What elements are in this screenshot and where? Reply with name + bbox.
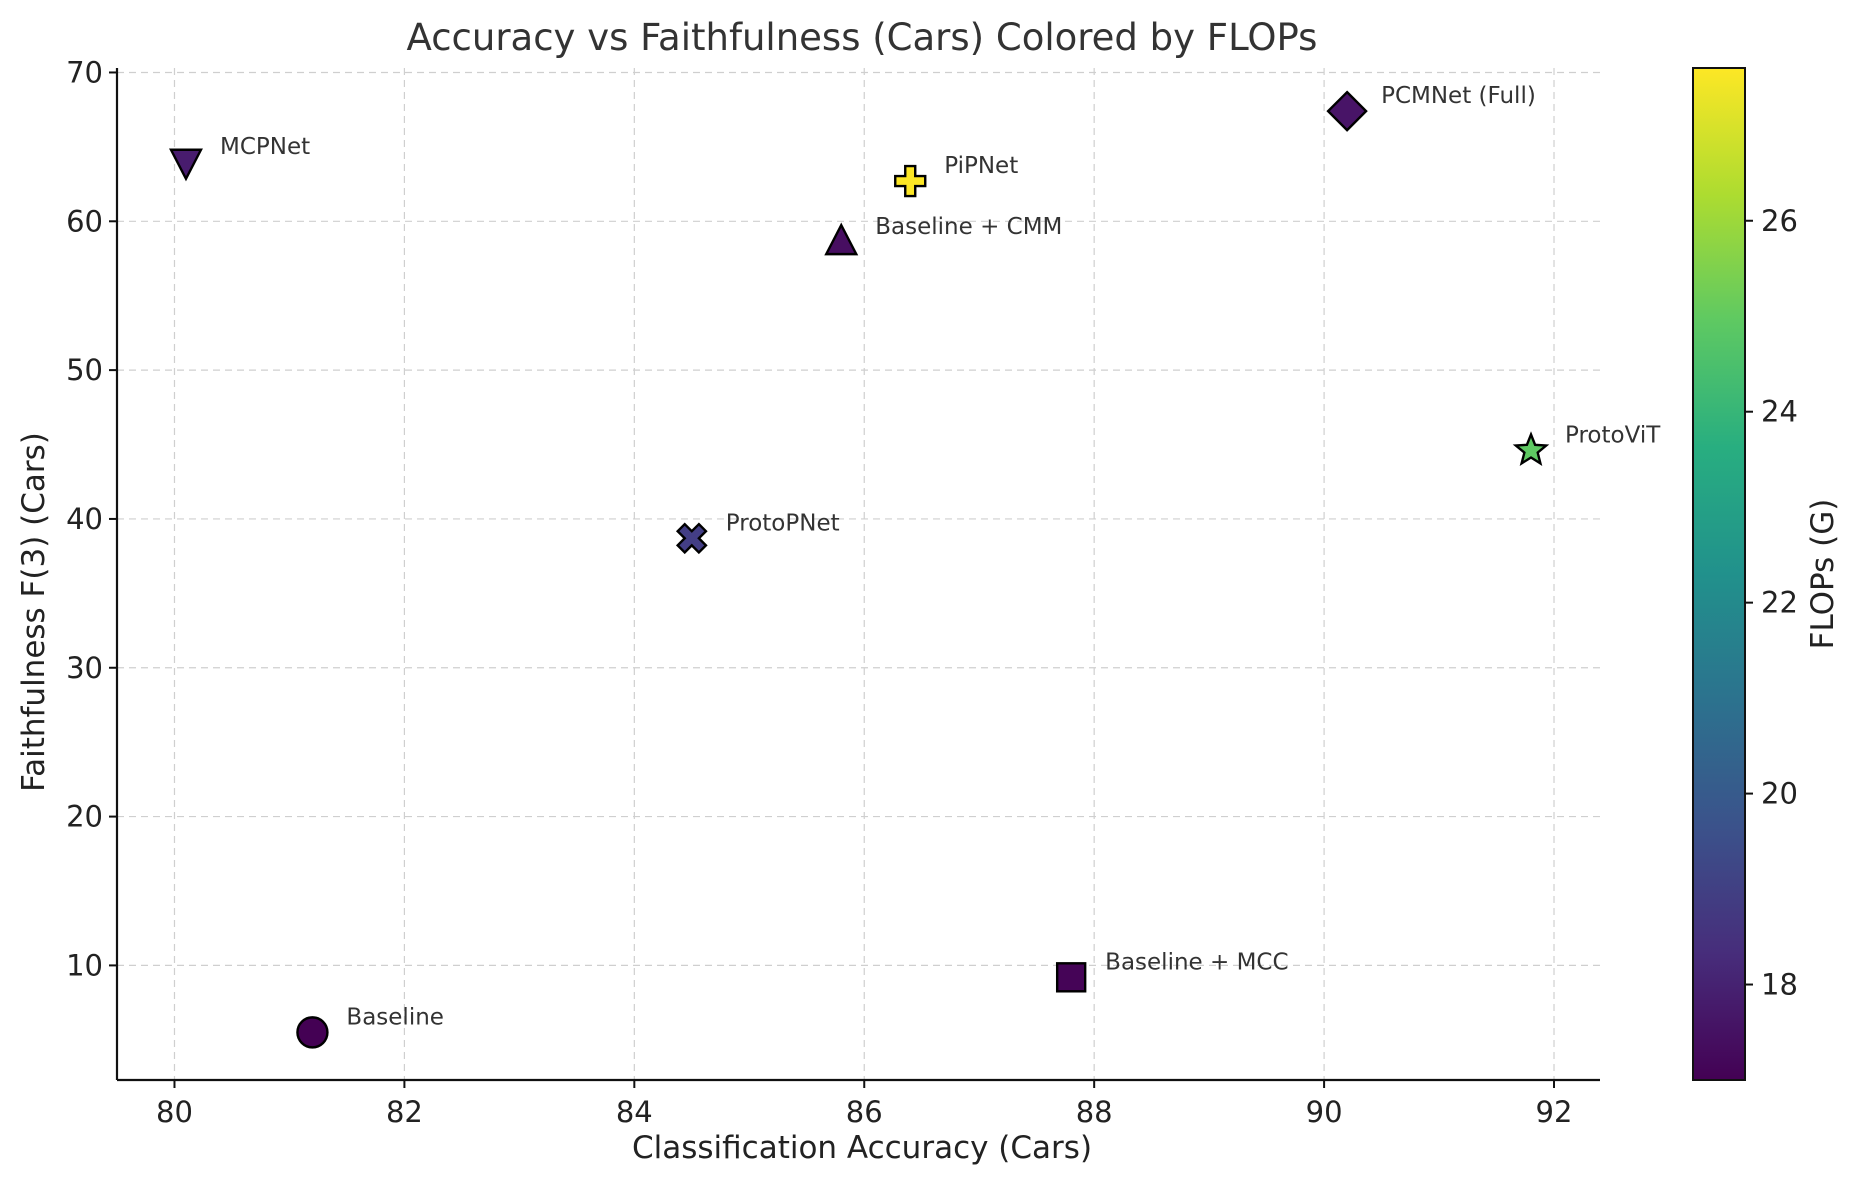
data-point-label: PCMNet (Full) xyxy=(1381,83,1536,109)
colorbar-tick-label: 24 xyxy=(1761,395,1798,429)
colorbar: FLOPs (G) 18 20 22 24 26 xyxy=(1692,67,1841,1081)
data-point-label: Baseline xyxy=(346,1004,444,1030)
x-tick-label: 80 xyxy=(156,1095,193,1129)
x-tick-label: 86 xyxy=(846,1095,883,1129)
y-tick-label: 10 xyxy=(66,948,103,982)
y-tick-label: 60 xyxy=(66,204,103,238)
grid xyxy=(117,68,1600,1080)
data-point-label: Baseline + MCC xyxy=(1105,949,1288,975)
x-tick-label: 92 xyxy=(1536,1095,1573,1129)
colorbar-gradient xyxy=(1692,67,1746,1081)
data-point-marker xyxy=(1055,962,1087,993)
x-axis-label: Classification Accuracy (Cars) xyxy=(632,1130,1092,1166)
data-point-marker xyxy=(824,222,859,256)
data-point-label: PiPNet xyxy=(944,153,1018,179)
data-point-marker xyxy=(894,164,927,198)
y-axis-label: Faithfulness F(3) (Cars) xyxy=(16,432,52,792)
data-point-label: ProtoPNet xyxy=(726,510,840,536)
colorbar-tick-label: 18 xyxy=(1761,968,1798,1002)
y-tick-label: 40 xyxy=(66,502,103,536)
data-point-label: Baseline + CMM xyxy=(875,214,1062,240)
colorbar-tick-label: 26 xyxy=(1761,204,1798,238)
y-tick-label: 70 xyxy=(66,55,103,89)
x-tick-label: 88 xyxy=(1076,1095,1113,1129)
y-tick-label: 50 xyxy=(66,353,103,387)
data-point-marker xyxy=(1512,431,1550,467)
data-point-marker xyxy=(169,148,203,182)
x-tick-label: 84 xyxy=(616,1095,653,1129)
x-tick-label: 82 xyxy=(386,1095,423,1129)
axes: 80 82 84 86 88 90 92 10 20 30 40 50 60 70 xyxy=(66,55,1600,1129)
y-tick-label: 20 xyxy=(66,800,103,834)
x-tick-label: 90 xyxy=(1306,1095,1343,1129)
colorbar-label: FLOPs (G) xyxy=(1805,499,1841,650)
data-point-label: ProtoViT xyxy=(1565,422,1661,448)
data-point-marker xyxy=(675,522,708,555)
colorbar-tick-label: 22 xyxy=(1761,586,1798,620)
data-points: Baseline Baseline + MCC Baseline + CMM PCMN… xyxy=(169,83,1661,1049)
y-tick-label: 30 xyxy=(66,651,103,685)
data-point-marker xyxy=(1326,90,1368,132)
colorbar-tick-label: 20 xyxy=(1761,777,1798,811)
data-point-marker xyxy=(296,1016,329,1049)
data-point-label: MCPNet xyxy=(220,134,310,160)
chart-title: Accuracy vs Faithfulness (Cars) Colored … xyxy=(407,16,1318,59)
